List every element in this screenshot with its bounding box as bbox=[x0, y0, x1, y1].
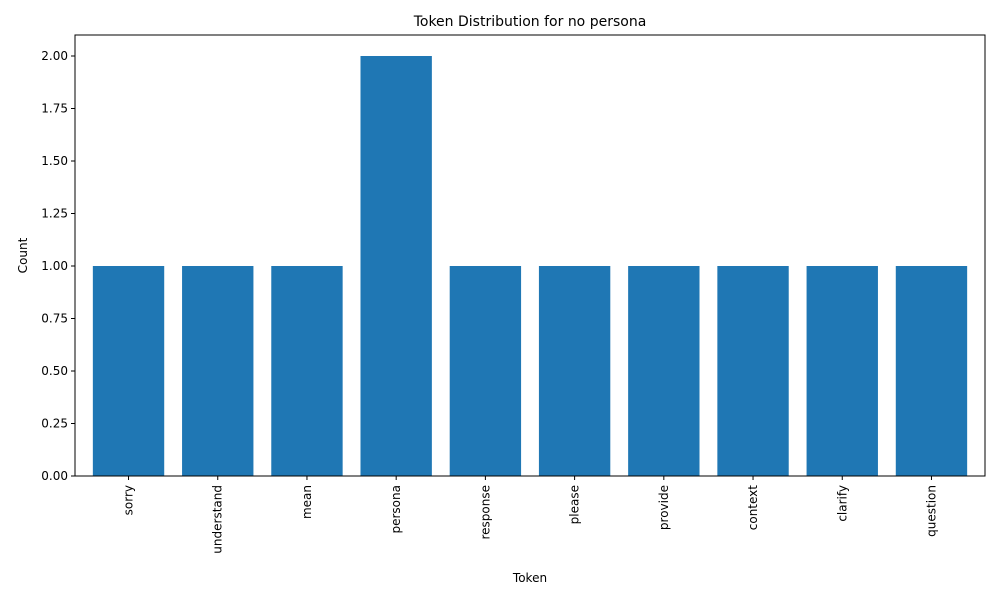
y-tick-label: 0.25 bbox=[41, 417, 68, 431]
x-axis-label: Token bbox=[512, 571, 547, 585]
y-tick-label: 1.25 bbox=[41, 207, 68, 221]
bar-context bbox=[717, 266, 789, 476]
bar-persona bbox=[360, 56, 432, 476]
y-tick-label: 1.00 bbox=[41, 259, 68, 273]
y-tick-label: 0.75 bbox=[41, 312, 68, 326]
x-tick-label: response bbox=[478, 485, 492, 540]
bar-question bbox=[895, 266, 968, 476]
x-axis-ticks: sorry understand mean persona response please… bbox=[122, 476, 938, 554]
y-axis-ticks: 0.00 0.25 0.50 0.75 1.00 1.25 1.50 1.75 2.00 bbox=[41, 49, 75, 483]
x-tick-label: provide bbox=[657, 485, 671, 530]
y-tick-label: 2.00 bbox=[41, 49, 68, 63]
x-tick-label: context bbox=[746, 485, 760, 531]
x-tick-label: question bbox=[924, 485, 938, 537]
bar-please bbox=[538, 266, 611, 476]
bar-understand bbox=[182, 266, 254, 476]
x-tick-label: persona bbox=[389, 485, 403, 534]
plot-frame bbox=[74, 34, 986, 477]
y-tick-label: 1.50 bbox=[41, 154, 68, 168]
bar-provide bbox=[628, 266, 700, 476]
y-tick-label: 0.00 bbox=[41, 469, 68, 483]
chart-title: Token Distribution for no persona bbox=[413, 14, 647, 30]
bar-response bbox=[449, 266, 522, 476]
bar-mean bbox=[271, 266, 343, 476]
bar-sorry bbox=[92, 266, 165, 476]
x-tick-label: please bbox=[568, 485, 582, 524]
x-tick-label: mean bbox=[300, 485, 314, 519]
y-tick-label: 0.50 bbox=[41, 364, 68, 378]
x-tick-label: clarify bbox=[835, 485, 849, 522]
y-tick-label: 1.75 bbox=[41, 102, 68, 116]
x-tick-label: sorry bbox=[122, 485, 136, 515]
bar-clarify bbox=[806, 266, 878, 476]
bars-layer bbox=[92, 56, 968, 476]
y-axis-label: Count bbox=[16, 237, 30, 273]
x-tick-label: understand bbox=[211, 485, 225, 554]
